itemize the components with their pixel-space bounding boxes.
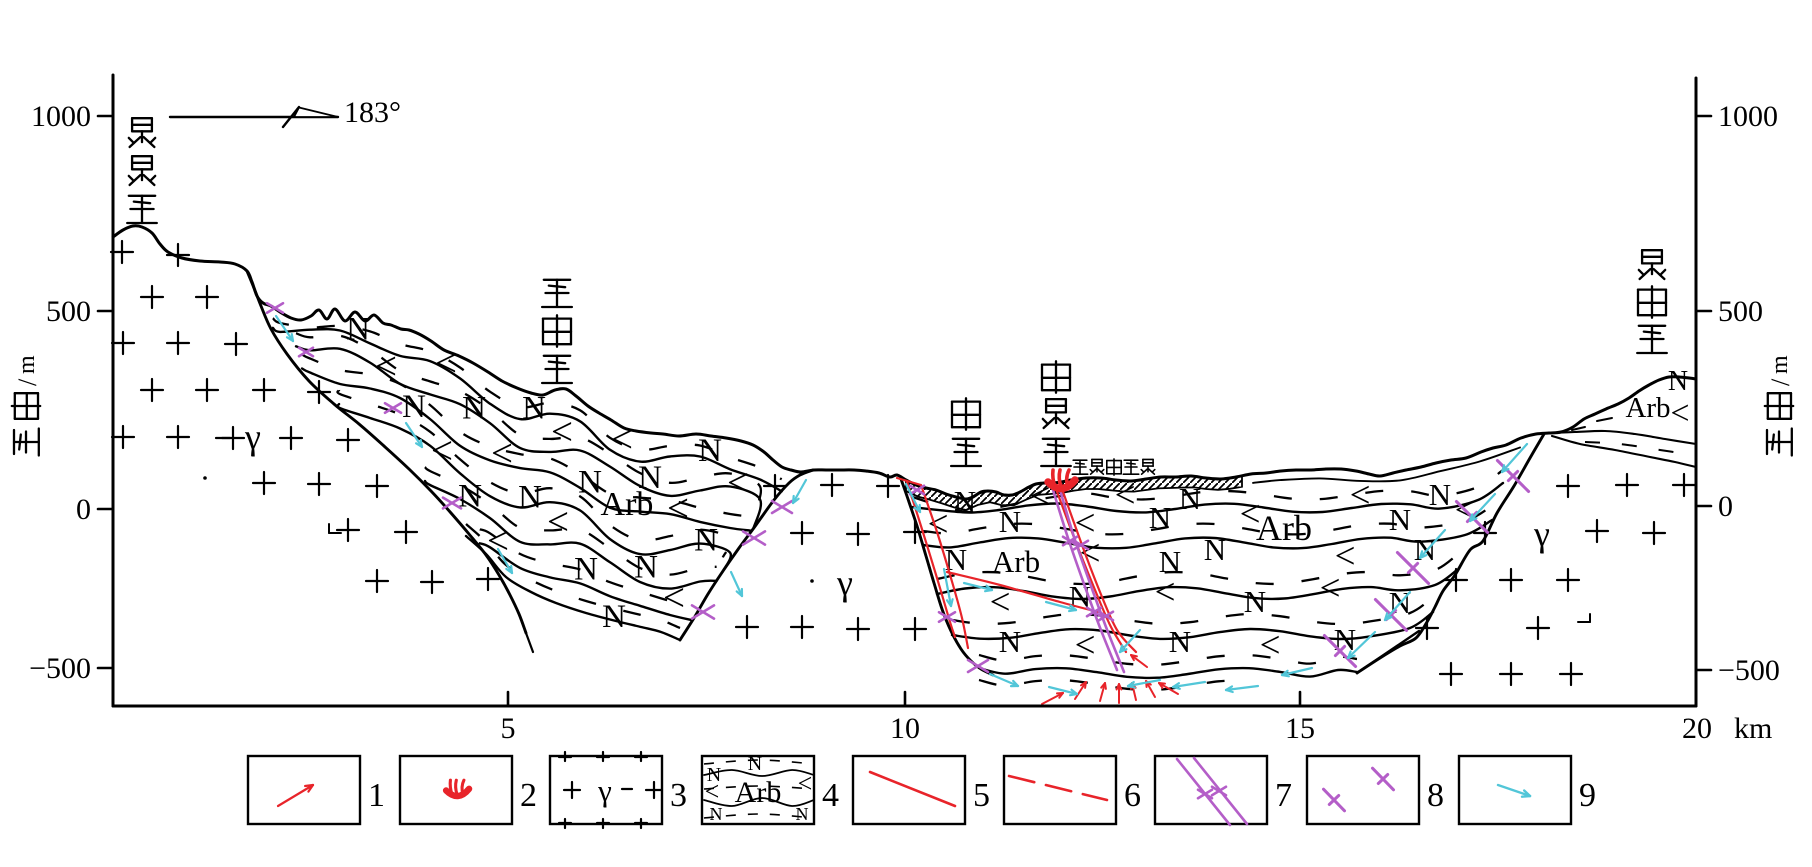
svg-text:N: N bbox=[954, 484, 976, 519]
svg-text:500: 500 bbox=[1718, 295, 1763, 328]
svg-text:8: 8 bbox=[1427, 777, 1444, 814]
svg-text:<: < bbox=[1075, 625, 1096, 666]
svg-text:N: N bbox=[1414, 532, 1436, 567]
svg-text:N: N bbox=[1179, 481, 1201, 516]
svg-text:<: < bbox=[491, 432, 513, 475]
svg-text:2: 2 bbox=[520, 777, 537, 814]
svg-text:N: N bbox=[638, 460, 662, 496]
svg-text:<: < bbox=[1260, 625, 1281, 666]
svg-text:4: 4 bbox=[822, 777, 839, 814]
svg-text:<: < bbox=[435, 342, 457, 385]
svg-text:N: N bbox=[694, 522, 718, 558]
svg-text:5: 5 bbox=[501, 712, 516, 745]
svg-text:<: < bbox=[375, 345, 397, 388]
svg-text:N: N bbox=[710, 804, 723, 824]
svg-text:1: 1 bbox=[368, 777, 385, 814]
svg-text:Arb: Arb bbox=[1256, 508, 1312, 548]
svg-text:Arb: Arb bbox=[601, 486, 654, 523]
svg-text:N: N bbox=[748, 753, 762, 775]
svg-text:N: N bbox=[707, 764, 721, 786]
svg-text:<: < bbox=[928, 504, 949, 545]
svg-text:N: N bbox=[1334, 622, 1356, 657]
svg-text:N: N bbox=[1429, 477, 1451, 512]
svg-text:−500: −500 bbox=[29, 652, 91, 685]
svg-text:N: N bbox=[1169, 624, 1191, 659]
svg-text:γ: γ bbox=[836, 563, 853, 603]
svg-text:N: N bbox=[574, 551, 598, 587]
svg-text:<: < bbox=[663, 576, 685, 619]
svg-text:5: 5 bbox=[973, 777, 990, 814]
svg-text:N: N bbox=[634, 549, 658, 585]
svg-text:N: N bbox=[402, 389, 426, 425]
svg-text:<: < bbox=[705, 777, 720, 806]
svg-text:N: N bbox=[1668, 366, 1688, 397]
svg-text:N: N bbox=[346, 312, 370, 348]
svg-text:km: km bbox=[1734, 712, 1772, 745]
svg-text:N: N bbox=[1159, 544, 1181, 579]
svg-text:0: 0 bbox=[76, 493, 91, 526]
svg-text:Arb: Arb bbox=[1625, 392, 1670, 424]
svg-text:N: N bbox=[698, 433, 722, 469]
svg-text:N: N bbox=[1149, 500, 1171, 535]
svg-text:<: < bbox=[1350, 475, 1371, 516]
svg-text:γ: γ bbox=[597, 773, 612, 808]
svg-text:N: N bbox=[1389, 502, 1411, 537]
svg-text:1000: 1000 bbox=[31, 100, 91, 133]
svg-text:γ: γ bbox=[1533, 514, 1550, 554]
svg-text:15: 15 bbox=[1285, 712, 1315, 745]
svg-text:0: 0 bbox=[1718, 490, 1733, 523]
svg-text:6: 6 bbox=[1124, 777, 1141, 814]
svg-text:9: 9 bbox=[1579, 777, 1596, 814]
svg-text:10: 10 bbox=[890, 712, 920, 745]
svg-text:<: < bbox=[1320, 568, 1341, 609]
svg-text:<: < bbox=[611, 418, 633, 461]
svg-text:<: < bbox=[431, 430, 453, 473]
svg-text:<: < bbox=[1670, 395, 1689, 432]
svg-text:N: N bbox=[462, 391, 486, 427]
svg-text:183°: 183° bbox=[344, 96, 401, 129]
svg-text:γ: γ bbox=[244, 417, 261, 457]
svg-text:7: 7 bbox=[1275, 777, 1292, 814]
svg-text:N: N bbox=[999, 624, 1021, 659]
svg-text:<: < bbox=[547, 501, 569, 544]
svg-text:Arb: Arb bbox=[735, 776, 782, 809]
svg-text:Arb: Arb bbox=[992, 544, 1040, 579]
svg-text:/: / bbox=[1766, 378, 1795, 386]
svg-text:<: < bbox=[1075, 503, 1096, 544]
svg-text:<: < bbox=[727, 461, 749, 504]
svg-text:N: N bbox=[1204, 532, 1226, 567]
svg-text:<: < bbox=[990, 582, 1011, 623]
svg-text:<: < bbox=[798, 769, 813, 798]
svg-text:m: m bbox=[1767, 355, 1793, 374]
svg-text:<: < bbox=[487, 519, 509, 562]
svg-text:N: N bbox=[999, 504, 1021, 539]
svg-text:m: m bbox=[14, 355, 40, 374]
svg-text:N: N bbox=[578, 464, 602, 500]
svg-text:3: 3 bbox=[670, 777, 687, 814]
svg-text:<: < bbox=[1115, 475, 1136, 516]
svg-text:<: < bbox=[1335, 536, 1356, 577]
svg-text:1000: 1000 bbox=[1718, 100, 1778, 133]
svg-text:<: < bbox=[551, 410, 573, 453]
svg-text:<: < bbox=[1030, 476, 1051, 517]
svg-text:N: N bbox=[518, 480, 542, 516]
svg-text:20: 20 bbox=[1682, 712, 1712, 745]
svg-text:N: N bbox=[945, 542, 967, 577]
svg-text:N: N bbox=[796, 804, 809, 824]
svg-text:/: / bbox=[13, 378, 42, 386]
svg-text:−500: −500 bbox=[1718, 654, 1780, 687]
svg-text:N: N bbox=[1244, 584, 1266, 619]
svg-text:N: N bbox=[522, 391, 546, 427]
svg-text:<: < bbox=[1155, 572, 1176, 613]
svg-text:<: < bbox=[1240, 494, 1261, 535]
svg-text:<: < bbox=[667, 487, 689, 530]
svg-text:N: N bbox=[602, 599, 626, 635]
svg-text:500: 500 bbox=[46, 295, 91, 328]
